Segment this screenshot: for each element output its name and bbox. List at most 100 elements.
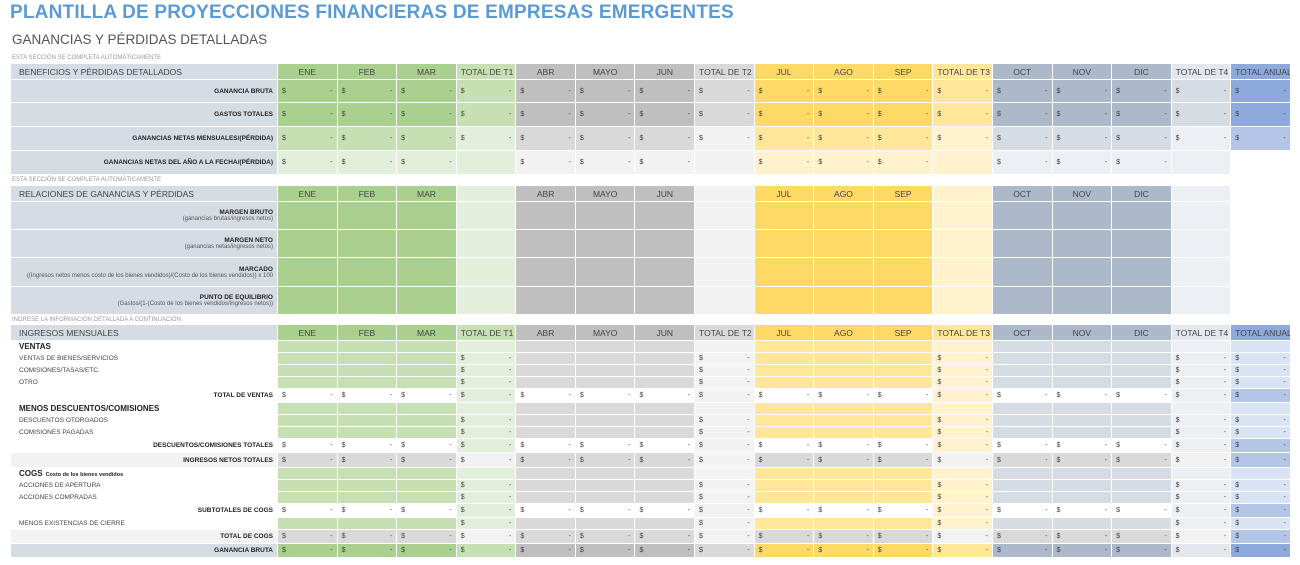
column-header-dic[interactable]: DIC — [1111, 185, 1172, 202]
cell[interactable]: $ - — [455, 79, 517, 103]
cell[interactable] — [574, 426, 636, 439]
cell[interactable]: $ - — [336, 452, 398, 468]
cell[interactable] — [574, 517, 636, 530]
cell[interactable]: $ - — [932, 364, 993, 377]
cell[interactable] — [1111, 517, 1172, 530]
cell[interactable] — [1111, 479, 1172, 492]
cell[interactable]: $ - — [932, 452, 993, 468]
column-header-jun[interactable]: JUN — [634, 324, 696, 341]
cell[interactable]: $ - — [753, 126, 815, 151]
cell[interactable]: $ - — [336, 503, 398, 518]
cell[interactable]: $ - — [336, 150, 398, 175]
cell[interactable]: $ - — [1170, 388, 1232, 403]
cell[interactable] — [396, 491, 457, 504]
cell[interactable]: $ - — [574, 79, 636, 103]
cell[interactable]: $ - — [1230, 503, 1291, 518]
cell[interactable]: $ - — [991, 79, 1053, 103]
cell[interactable]: $ - — [872, 150, 934, 175]
cell[interactable]: $ - — [396, 126, 457, 151]
cell[interactable]: $ - — [813, 150, 874, 175]
cell[interactable]: $ - — [515, 438, 576, 453]
cell[interactable] — [396, 364, 457, 377]
cell[interactable] — [634, 414, 696, 427]
cell[interactable]: $ - — [694, 503, 755, 518]
cell[interactable]: $ - — [396, 438, 457, 453]
cell[interactable]: $ - — [1111, 438, 1172, 453]
cell[interactable]: $ - — [753, 438, 815, 453]
cell[interactable]: $ - — [634, 79, 696, 103]
cell[interactable] — [1051, 352, 1113, 365]
cell[interactable]: $ - — [574, 126, 636, 151]
cell[interactable]: $ - — [455, 452, 517, 468]
cell[interactable] — [634, 479, 696, 492]
cell[interactable]: $ - — [932, 79, 993, 103]
cell[interactable]: $ - — [1170, 452, 1232, 468]
cell[interactable] — [813, 414, 874, 427]
cell[interactable]: $ - — [932, 388, 993, 403]
cell[interactable] — [1051, 479, 1113, 492]
cell[interactable] — [277, 364, 338, 377]
cell[interactable] — [634, 352, 696, 365]
column-header-sep[interactable]: SEP — [872, 63, 934, 80]
cell[interactable]: $ - — [574, 503, 636, 518]
cell[interactable]: $ - — [1051, 79, 1113, 103]
column-header-feb[interactable]: FEB — [336, 185, 398, 202]
cell[interactable]: $ - — [1111, 503, 1172, 518]
cell[interactable]: $ - — [277, 388, 338, 403]
cell[interactable] — [634, 517, 696, 530]
cell[interactable]: $ - — [1230, 102, 1291, 127]
cell[interactable]: $ - — [694, 414, 755, 427]
cell[interactable]: $ - — [694, 376, 755, 389]
cell[interactable]: $ - — [1230, 479, 1291, 492]
cell[interactable]: $ - — [872, 529, 934, 544]
cell[interactable]: $ - — [455, 376, 517, 389]
column-header-total-anual[interactable]: TOTAL ANUAL — [1230, 63, 1291, 80]
cell[interactable]: $ - — [1111, 388, 1172, 403]
column-header-dic[interactable]: DIC — [1111, 324, 1172, 341]
cell[interactable] — [277, 414, 338, 427]
cell[interactable]: $ - — [455, 529, 517, 544]
cell[interactable]: $ - — [1230, 517, 1291, 530]
column-header-total-de-t3[interactable]: TOTAL DE T3 — [932, 324, 993, 341]
cell[interactable] — [336, 364, 398, 377]
cell[interactable] — [872, 491, 934, 504]
cell[interactable] — [872, 414, 934, 427]
cell[interactable] — [277, 426, 338, 439]
cell[interactable]: $ - — [1051, 126, 1113, 151]
cell[interactable]: $ - — [872, 452, 934, 468]
cell[interactable]: $ - — [1051, 438, 1113, 453]
cell[interactable]: $ - — [813, 126, 874, 151]
cell[interactable]: $ - — [634, 102, 696, 127]
column-header-mayo[interactable]: MAYO — [574, 324, 636, 341]
cell[interactable]: $ - — [932, 414, 993, 427]
cell[interactable]: $ - — [1230, 376, 1291, 389]
cell[interactable]: $ - — [574, 438, 636, 453]
cell[interactable]: $ - — [694, 79, 755, 103]
cell[interactable] — [1111, 364, 1172, 377]
cell[interactable] — [872, 426, 934, 439]
cell[interactable] — [277, 376, 338, 389]
cell[interactable] — [1051, 376, 1113, 389]
cell[interactable] — [872, 376, 934, 389]
cell[interactable]: $ - — [753, 388, 815, 403]
column-header-abr[interactable]: ABR — [515, 324, 576, 341]
cell[interactable]: $ - — [574, 529, 636, 544]
cell[interactable]: $ - — [753, 79, 815, 103]
cell[interactable] — [396, 352, 457, 365]
cell[interactable]: $ - — [872, 79, 934, 103]
column-header-mar[interactable]: MAR — [396, 63, 457, 80]
cell[interactable]: $ - — [574, 388, 636, 403]
cell[interactable]: $ - — [1230, 352, 1291, 365]
cell[interactable] — [574, 479, 636, 492]
cell[interactable] — [515, 364, 576, 377]
cell[interactable] — [1051, 491, 1113, 504]
cell[interactable]: $ - — [1111, 102, 1172, 127]
cell[interactable]: $ - — [991, 102, 1053, 127]
column-header-total-de-t2[interactable]: TOTAL DE T2 — [694, 63, 755, 80]
cell[interactable] — [991, 491, 1053, 504]
cell[interactable]: $ - — [277, 452, 338, 468]
cell[interactable] — [1051, 517, 1113, 530]
cell[interactable]: $ - — [277, 79, 338, 103]
cell[interactable] — [753, 376, 815, 389]
cell[interactable]: $ - — [455, 491, 517, 504]
